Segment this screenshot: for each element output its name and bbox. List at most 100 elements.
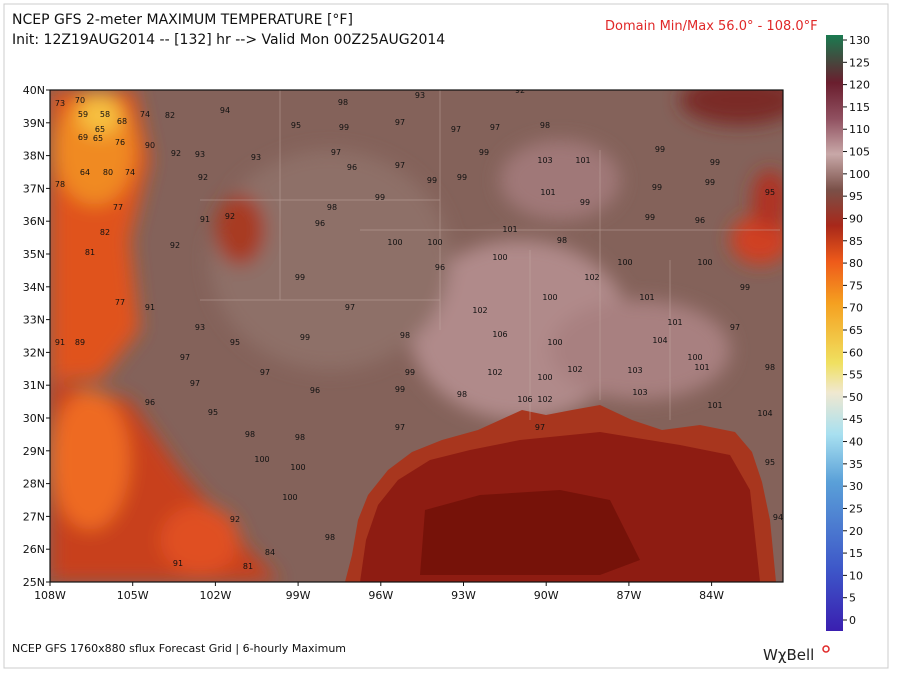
station-value: 81 xyxy=(243,562,253,571)
station-value: 99 xyxy=(710,158,720,167)
station-value: 82 xyxy=(100,228,110,237)
station-value: 74 xyxy=(140,110,150,119)
station-value: 96 xyxy=(145,398,155,407)
colorbar-label: 25 xyxy=(849,502,863,515)
colorbar-label: 120 xyxy=(849,79,870,92)
lon-label: 105W xyxy=(117,589,149,602)
colorbar-label: 70 xyxy=(849,302,863,315)
colorbar-label: 130 xyxy=(849,34,870,47)
station-value: 100 xyxy=(254,455,269,464)
station-value: 76 xyxy=(115,138,125,147)
station-value: 99 xyxy=(427,176,437,185)
station-value: 99 xyxy=(740,283,750,292)
station-value: 68 xyxy=(117,117,127,126)
station-value: 101 xyxy=(707,401,722,410)
lat-label: 37N xyxy=(23,182,45,195)
station-value: 65 xyxy=(93,134,103,143)
lat-label: 25N xyxy=(23,576,45,589)
station-value: 92 xyxy=(170,241,180,250)
colorbar-label: 110 xyxy=(849,123,870,136)
lon-label: 96W xyxy=(368,589,393,602)
lon-label: 87W xyxy=(616,589,641,602)
station-value: 97 xyxy=(331,148,341,157)
station-value: 100 xyxy=(282,493,297,502)
station-value: 58 xyxy=(100,110,110,119)
colorbar-label: 100 xyxy=(849,168,870,181)
station-value: 91 xyxy=(145,303,155,312)
colorbar-label: 60 xyxy=(849,346,863,359)
station-value: 98 xyxy=(400,331,410,340)
station-value: 106 xyxy=(492,330,507,339)
station-value: 77 xyxy=(113,203,123,212)
station-value: 95 xyxy=(208,408,218,417)
station-value: 70 xyxy=(75,96,85,105)
lon-label: 102W xyxy=(199,589,231,602)
station-value: 97 xyxy=(190,379,200,388)
station-value: 99 xyxy=(580,198,590,207)
lat-label: 32N xyxy=(23,346,45,359)
station-value: 95 xyxy=(230,338,240,347)
colorbar-label: 95 xyxy=(849,190,863,203)
station-value: 101 xyxy=(694,363,709,372)
station-value: 73 xyxy=(55,99,65,108)
station-value: 91 xyxy=(200,215,210,224)
station-value: 98 xyxy=(338,98,348,107)
station-value: 96 xyxy=(315,219,325,228)
station-value: 102 xyxy=(537,395,552,404)
station-value: 99 xyxy=(295,273,305,282)
station-value: 92 xyxy=(198,173,208,182)
lat-label: 34N xyxy=(23,281,45,294)
lat-label: 35N xyxy=(23,248,45,261)
station-value: 100 xyxy=(687,353,702,362)
station-value: 92 xyxy=(230,515,240,524)
colorbar-label: 40 xyxy=(849,436,863,449)
station-value: 99 xyxy=(375,193,385,202)
station-value: 98 xyxy=(540,121,550,130)
station-value: 99 xyxy=(457,173,467,182)
station-value: 95 xyxy=(765,188,775,197)
station-value: 100 xyxy=(290,463,305,472)
station-value: 91 xyxy=(55,338,65,347)
station-value: 101 xyxy=(639,293,654,302)
station-value: 99 xyxy=(395,385,405,394)
station-value: 93 xyxy=(251,153,261,162)
station-value: 100 xyxy=(427,238,442,247)
station-value: 100 xyxy=(542,293,557,302)
lat-label: 30N xyxy=(23,412,45,425)
station-value: 84 xyxy=(265,548,275,557)
station-value: 91 xyxy=(173,559,183,568)
station-value: 77 xyxy=(115,298,125,307)
logo: WχBell xyxy=(763,646,814,664)
station-value: 93 xyxy=(195,150,205,159)
station-value: 98 xyxy=(457,390,467,399)
station-value: 100 xyxy=(697,258,712,267)
lat-label: 39N xyxy=(23,117,45,130)
lon-label: 84W xyxy=(699,589,724,602)
logo-dot xyxy=(822,645,830,653)
station-value: 99 xyxy=(645,213,655,222)
station-value: 98 xyxy=(765,363,775,372)
station-value: 97 xyxy=(395,161,405,170)
lat-label: 33N xyxy=(23,314,45,327)
station-value: 96 xyxy=(435,263,445,272)
station-value: 93 xyxy=(415,91,425,100)
colorbar xyxy=(826,35,843,631)
station-value: 96 xyxy=(347,163,357,172)
colorbar-label: 30 xyxy=(849,480,863,493)
station-value: 81 xyxy=(85,248,95,257)
lat-label: 27N xyxy=(23,510,45,523)
station-value: 97 xyxy=(535,423,545,432)
station-value: 82 xyxy=(165,111,175,120)
station-value: 89 xyxy=(75,338,85,347)
station-value: 98 xyxy=(325,533,335,542)
station-value: 97 xyxy=(345,303,355,312)
station-value: 97 xyxy=(395,423,405,432)
station-value: 97 xyxy=(395,118,405,127)
lon-label: 108W xyxy=(34,589,66,602)
station-value: 98 xyxy=(245,430,255,439)
station-value: 100 xyxy=(537,373,552,382)
station-value: 92 xyxy=(225,212,235,221)
station-value: 101 xyxy=(502,225,517,234)
lon-label: 90W xyxy=(534,589,559,602)
